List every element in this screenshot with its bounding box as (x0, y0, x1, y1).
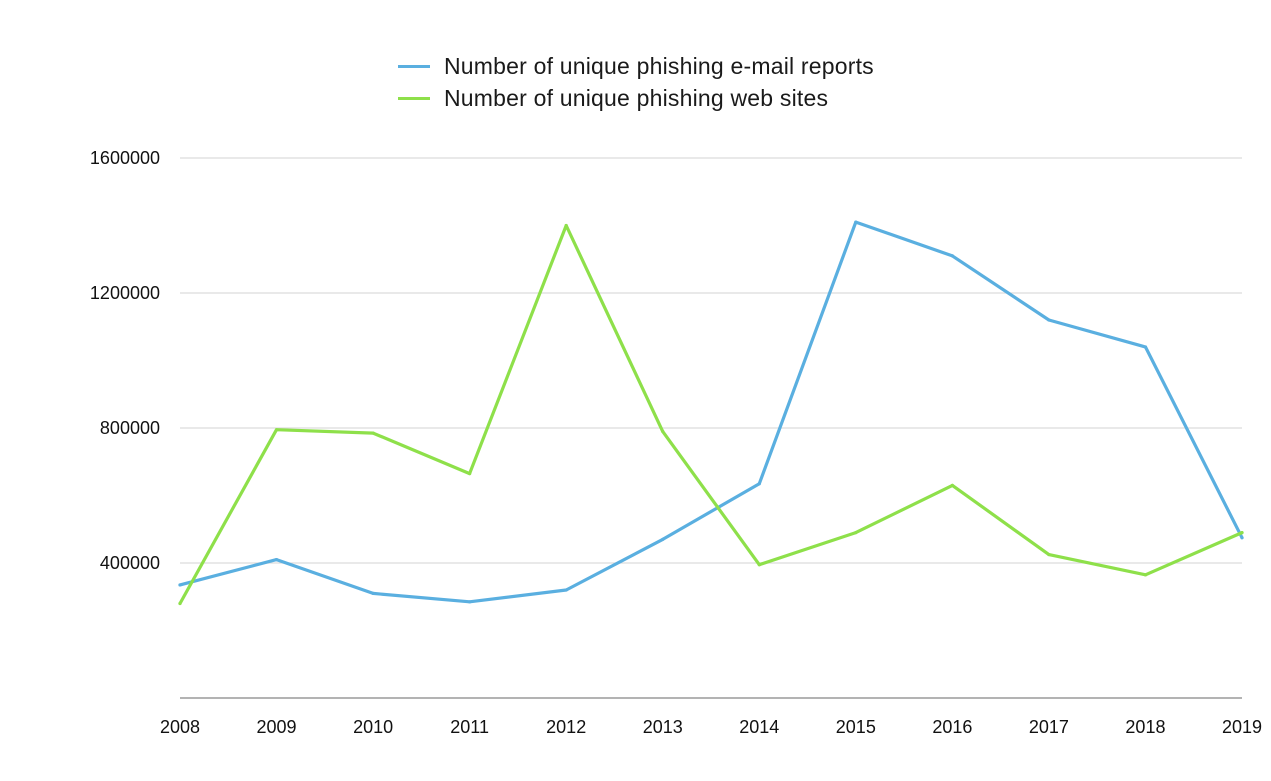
y-tick-label: 1200000 (90, 283, 160, 303)
series-lines (178, 220, 1244, 606)
series-line-web-sites-point (468, 471, 472, 476)
series-line-email-reports-point (854, 220, 858, 224)
series-line-web-sites-point (1240, 531, 1244, 535)
series-line-email-reports-point (1240, 536, 1244, 540)
legend-swatch-email-reports (398, 64, 430, 68)
y-tick-label: 400000 (100, 553, 160, 573)
legend-item-email-reports: Number of unique phishing e-mail reports (398, 50, 874, 82)
legend-item-web-sites: Number of unique phishing web sites (398, 82, 874, 114)
series-line-web-sites (178, 223, 1244, 606)
x-tick-label: 2013 (643, 717, 683, 737)
x-tick-label: 2018 (1125, 717, 1165, 737)
y-tick-label: 800000 (100, 418, 160, 438)
x-tick-label: 2017 (1029, 717, 1069, 737)
x-tick-label: 2019 (1222, 717, 1262, 737)
series-line-web-sites-point (178, 601, 182, 606)
series-line-email-reports-point (178, 583, 182, 587)
series-line-email-reports-point (371, 591, 375, 595)
series-line-web-sites-point (1143, 573, 1148, 577)
x-axis-tick-labels: 2008 2009 2010 2011 2012 2013 2014 2015 2016 2017… (160, 717, 1262, 737)
series-line-web-sites-point (274, 428, 279, 432)
legend: Number of unique phishing e-mail reports… (398, 50, 874, 114)
series-line-email-reports-point (661, 537, 665, 541)
legend-swatch-web-sites (398, 96, 430, 100)
series-line-email-reports-point (468, 600, 472, 604)
x-tick-label: 2011 (450, 717, 489, 737)
series-line-email-reports-point (757, 482, 761, 486)
series-line-web-sites-point (661, 429, 665, 433)
series-line-email-reports-point (950, 254, 954, 258)
x-tick-label: 2010 (353, 717, 393, 737)
x-tick-label: 2016 (932, 717, 972, 737)
x-tick-label: 2012 (546, 717, 586, 737)
x-tick-label: 2009 (257, 717, 297, 737)
series-line-email-reports-point (564, 588, 568, 592)
series-line-email-reports-point (274, 558, 279, 562)
y-axis-tick-labels: 400000 800000 1200000 1600000 (90, 148, 160, 573)
gridlines (180, 157, 1242, 699)
x-tick-label: 2008 (160, 717, 200, 737)
legend-label-email-reports: Number of unique phishing e-mail reports (444, 52, 874, 79)
series-line-web-sites-point (371, 431, 375, 435)
x-tick-label: 2015 (836, 717, 876, 737)
series-line-web-sites-point (854, 531, 858, 535)
series-line-web-sites-point (757, 563, 761, 567)
series-line-email-reports-point (1143, 345, 1148, 349)
series-line-email-reports (178, 220, 1244, 604)
series-line-web-sites-point (950, 483, 954, 487)
y-tick-label: 1600000 (90, 148, 160, 168)
legend-label-web-sites: Number of unique phishing web sites (444, 84, 829, 111)
series-line-web-sites-point (1047, 552, 1051, 557)
x-tick-label: 2014 (739, 717, 779, 737)
series-line-web-sites-point (564, 223, 568, 228)
series-line-email-reports-point (1047, 318, 1051, 322)
